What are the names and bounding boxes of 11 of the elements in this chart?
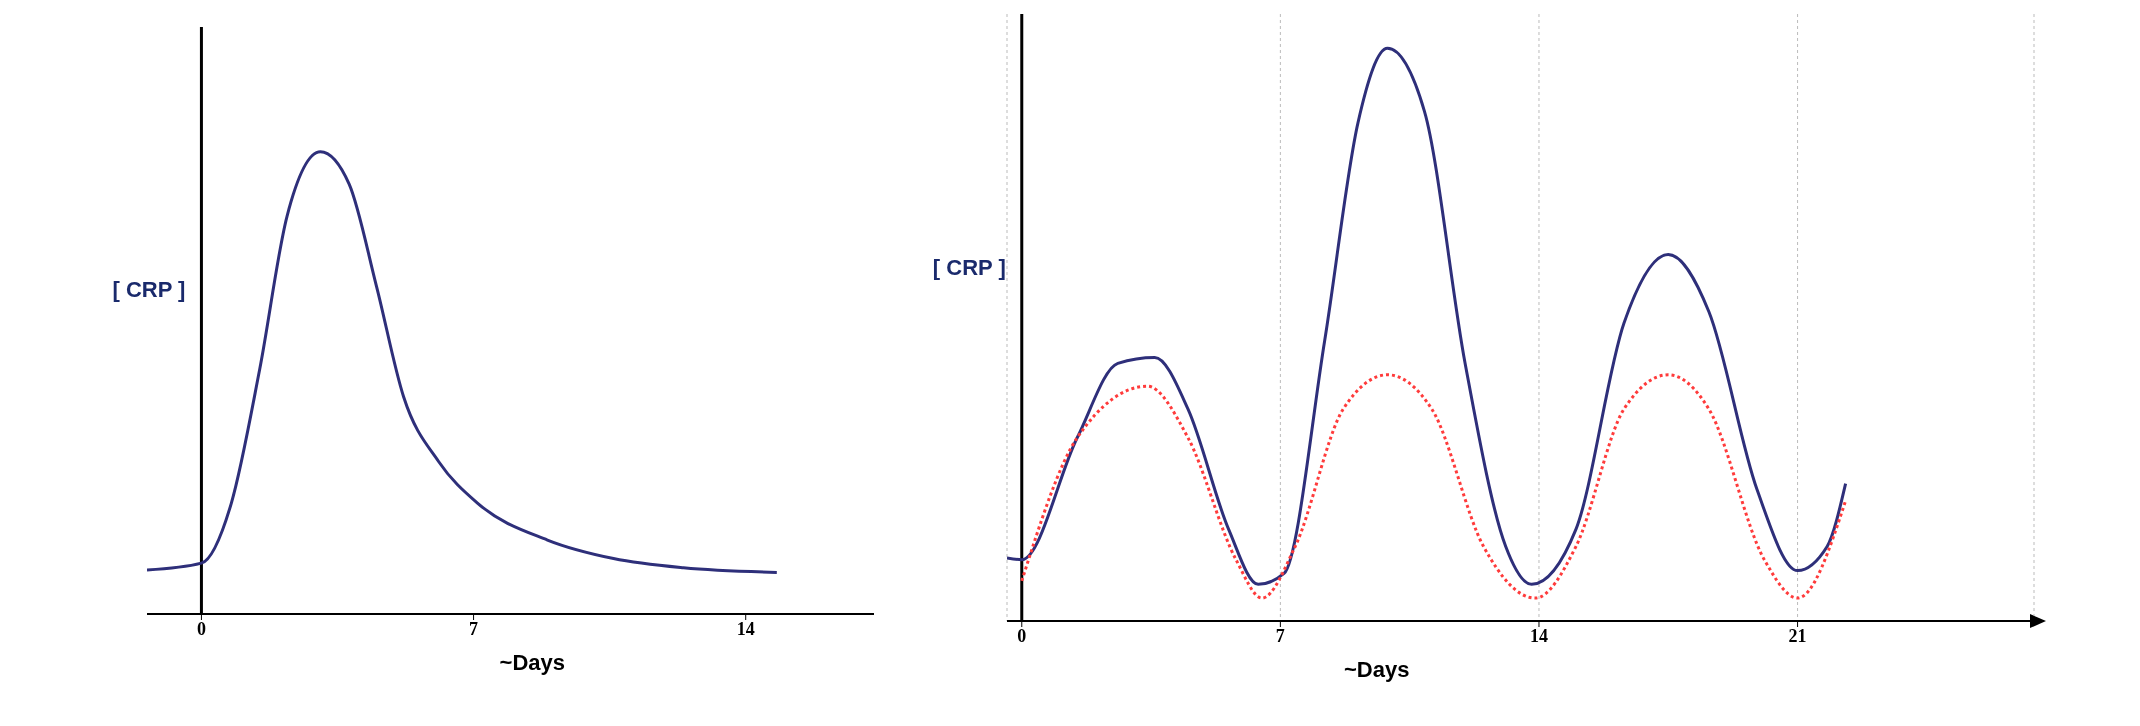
x-axis-title: ~Days <box>1343 657 1410 683</box>
x-tick-label: 14 <box>1529 625 1548 646</box>
x-tick-label: 14 <box>736 618 755 639</box>
x-tick-label: 21 <box>1788 625 1807 646</box>
y-axis-title: [ CRP ] <box>112 277 186 304</box>
y-axis-title: [ CRP ] <box>932 254 1006 281</box>
x-tick-label: 7 <box>1275 625 1285 646</box>
x-tick-label: 0 <box>196 618 206 639</box>
x-axis-title: ~Days <box>499 650 566 676</box>
x-tick-label: 0 <box>1017 625 1027 646</box>
x-tick-label: 7 <box>469 618 479 639</box>
